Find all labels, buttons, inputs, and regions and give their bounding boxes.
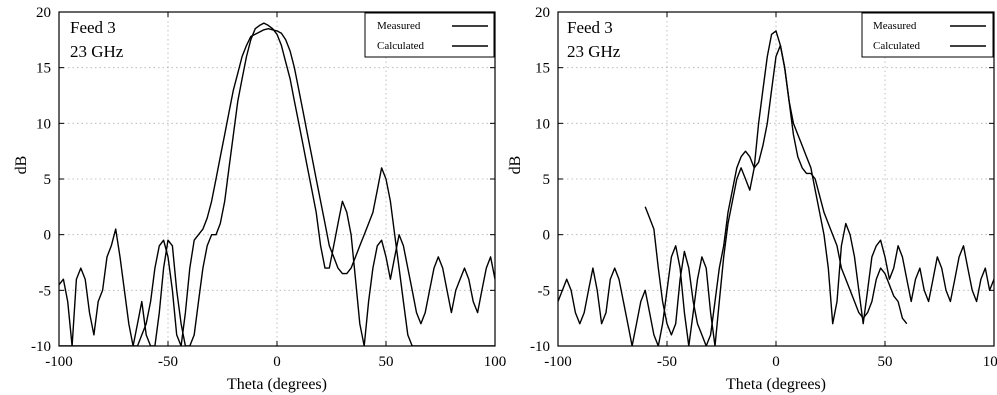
series-line-calculated-right (558, 30, 994, 346)
annotation-feed-right: Feed 3 (567, 18, 613, 37)
x-tick-label: -50 (657, 354, 677, 370)
legend-box-left (364, 12, 495, 58)
y-axis-label-right: dB (507, 156, 524, 175)
annotation-feed-left: Feed 3 (70, 18, 116, 37)
y-tick-label: 15 (36, 61, 51, 77)
x-axis-label-right: Theta (degrees) (726, 376, 826, 393)
x-tick-label: -100 (45, 354, 73, 370)
legend-label-calculated-left: Calculated (377, 40, 425, 52)
legend-left: Measured Calculated (364, 12, 495, 58)
grid-left (59, 12, 495, 346)
x-tick-label: 50 (878, 354, 893, 370)
y-tick-label: 20 (535, 5, 550, 21)
y-tick-label: 20 (36, 5, 51, 21)
x-tick-label: 0 (772, 354, 780, 370)
x-tick-label: 100 (983, 354, 997, 370)
y-tick-label: -10 (530, 339, 550, 355)
x-tick-label: -50 (158, 354, 178, 370)
x-tick-label: -100 (544, 354, 572, 370)
y-tick-label: -5 (39, 283, 52, 299)
series-line-calculated-left (59, 28, 495, 346)
y-tick-label: -10 (31, 339, 51, 355)
y-tick-label: 10 (535, 116, 550, 132)
legend-label-measured-right: Measured (873, 20, 917, 32)
legend-label-calculated-right: Calculated (873, 40, 921, 52)
annotation-frequency-right: 23 GHz (567, 42, 621, 61)
series-line-measured-right (644, 44, 908, 346)
legend-right: Measured Calculated (861, 12, 994, 58)
x-tick-label: 0 (273, 354, 281, 370)
series-line-measured-left (59, 22, 495, 346)
x-tick-label: 50 (379, 354, 394, 370)
y-tick-label: 10 (36, 116, 51, 132)
traces-left (59, 22, 495, 346)
y-axis-label-left: dB (13, 156, 30, 175)
legend-label-measured-left: Measured (377, 20, 421, 32)
y-tick-label: 5 (543, 172, 551, 188)
y-tick-label: 0 (543, 228, 551, 244)
x-tick-label: 100 (484, 354, 507, 370)
legend-box-right (861, 12, 994, 58)
y-tick-label: 5 (44, 172, 52, 188)
traces-right (558, 30, 994, 346)
y-tick-label: -5 (538, 283, 551, 299)
y-tick-label: 15 (535, 61, 550, 77)
x-axis-label-left: Theta (degrees) (227, 376, 327, 393)
annotation-frequency-left: 23 GHz (70, 42, 124, 61)
grid-right (558, 12, 994, 346)
y-tick-label: 0 (44, 228, 52, 244)
